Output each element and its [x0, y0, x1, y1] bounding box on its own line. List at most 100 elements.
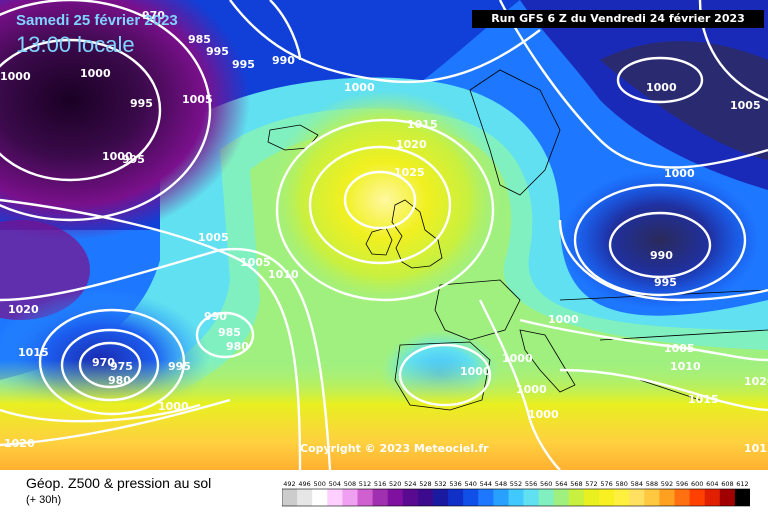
isobar-label: 985: [188, 33, 211, 46]
scale-tick-label: 588: [646, 480, 658, 488]
isobar-label: 995: [232, 58, 255, 71]
scale-tick-label: 500: [313, 480, 325, 488]
isobar-label: 1015: [688, 393, 719, 406]
isobar-label: 1020: [396, 138, 427, 151]
coastlines: [267, 69, 768, 411]
scale-swatch: [433, 489, 449, 506]
scale-swatch: [719, 489, 736, 506]
scale-tick-label: 580: [615, 480, 627, 488]
scale-tick-label: 504: [329, 480, 341, 488]
scale-swatch: [538, 489, 555, 506]
isobar-label: 1015: [18, 346, 49, 359]
isobar-label: 990: [650, 249, 673, 262]
coast-scandinavia: [469, 69, 561, 196]
isobar-label: 990: [204, 310, 227, 323]
isobar-1020-sw: [0, 398, 231, 447]
isobar-1000-iberia: [398, 343, 492, 407]
isobar-1015: [275, 118, 495, 302]
scale-tick-label: 516: [374, 480, 386, 488]
scale-swatch: [659, 489, 675, 506]
scale-tick-label: 512: [359, 480, 371, 488]
copyright-notice: Copyright © 2023 Meteociel.fr: [300, 442, 489, 455]
scale-swatch: [704, 489, 721, 506]
isobar-1005-ne: [498, 0, 768, 169]
isobar-1000-e: [558, 219, 768, 302]
isobar-1000-nw: [0, 0, 212, 222]
isobar-990-nw: [0, 38, 162, 182]
isobar-label: 995: [130, 97, 153, 110]
scale-tick-label: 576: [600, 480, 612, 488]
scale-swatch: [312, 489, 328, 506]
scale-swatch: [674, 489, 691, 506]
isobar-990-n: [269, 0, 302, 61]
isobar-label: 1005: [182, 93, 213, 106]
isobar-label: 995: [206, 45, 229, 58]
scale-tick-label: 548: [495, 480, 507, 488]
scale-swatch: [463, 489, 479, 506]
isobar-1000-c: [478, 299, 561, 470]
isobar-label: 970: [92, 356, 115, 369]
scale-swatch: [583, 489, 600, 506]
isobar-label: 1000: [460, 365, 491, 378]
scale-tick-label: 556: [525, 480, 537, 488]
isobar-label: 975: [110, 360, 133, 373]
isobar-label: 1005: [730, 99, 761, 112]
isobar-label: 1000: [646, 81, 677, 94]
scale-swatch: [372, 489, 389, 506]
isobar-label: 1000: [664, 167, 695, 180]
isobar-label: 1005: [664, 342, 695, 355]
isobar-label: 1000: [0, 70, 31, 83]
lead-time: (+ 30h): [26, 494, 62, 506]
isobar-1000-ne: [616, 56, 704, 104]
scale-swatch: [478, 489, 494, 506]
scale-swatch: [734, 489, 750, 506]
isobar-label: 1020: [744, 375, 768, 388]
isobar-label: 1015: [407, 118, 438, 131]
isobar-1010-w: [0, 247, 332, 470]
scale-tick-label: 536: [449, 480, 461, 488]
isobar-label: 1000: [344, 81, 375, 94]
scale-swatch: [599, 489, 615, 506]
isobar-label: 1010: [268, 268, 299, 281]
isobar-label: 970: [142, 9, 165, 22]
isobar-label: 1005: [240, 256, 271, 269]
isobar-label: 1000: [102, 150, 133, 163]
isobars: [0, 0, 768, 470]
isobar-label: 1000: [502, 352, 533, 365]
scale-tick-label: 544: [480, 480, 492, 488]
scale-tick-label: 552: [510, 480, 522, 488]
coast-france: [434, 279, 521, 341]
isobar-label: 1000: [548, 313, 579, 326]
isobar-labels: 970 985 995 990 995 1000 1005 995 1000 9…: [0, 9, 768, 455]
scale-tick-label: 612: [736, 480, 748, 488]
run-info-banner: Run GFS 6 Z du Vendredi 24 février 2023: [472, 10, 764, 28]
scale-swatch: [614, 489, 630, 506]
isobar-label: 980: [108, 374, 131, 387]
isobar-1025: [343, 170, 417, 230]
isobar-label: 1000: [158, 400, 189, 413]
scale-tick-label: 592: [661, 480, 673, 488]
scale-swatch: [402, 489, 419, 506]
isobar-990: [608, 211, 712, 279]
scale-tick-label: 524: [404, 480, 416, 488]
scale-border: [282, 488, 750, 507]
scale-swatch: [629, 489, 645, 506]
scale-tick-label: 568: [570, 480, 582, 488]
isobar-label: 1020: [8, 303, 39, 316]
scale-tick-label: 520: [389, 480, 401, 488]
isobar-label: 1000: [516, 383, 547, 396]
scale-swatch: [644, 489, 660, 506]
isobar-995-e: [573, 183, 747, 297]
scale-tick-label: 596: [676, 480, 688, 488]
scale-swatch: [508, 489, 525, 506]
isobar-985-b: [195, 311, 255, 359]
isobar-label: 1020: [4, 437, 35, 450]
scale-tick-label: 496: [298, 480, 310, 488]
forecast-local-time: 13:00 locale: [16, 32, 135, 57]
isobar-995: [38, 308, 186, 416]
isobar-1005-w: [0, 198, 302, 470]
scale-tick-label: 584: [631, 480, 643, 488]
legend-footer: Géop. Z500 & pression au sol (+ 30h) 492…: [0, 470, 768, 512]
isobar-label: 995: [654, 276, 677, 289]
scale-swatch: [282, 489, 298, 506]
